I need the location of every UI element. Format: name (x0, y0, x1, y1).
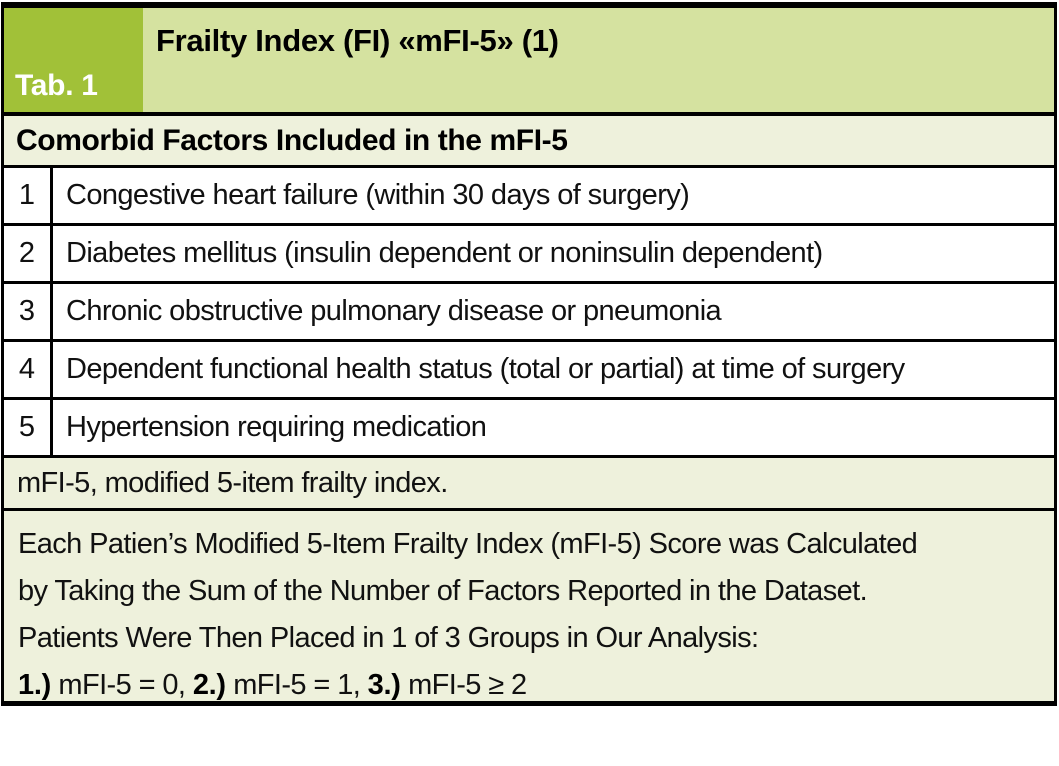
group-2-text: mFI-5 = 1, (225, 669, 368, 701)
method-note-line: Patients Were Then Placed in 1 of 3 Grou… (18, 622, 759, 654)
row-text: Chronic obstructive pulmonary disease or… (66, 295, 722, 327)
table-title-box: Frailty Index (FI) «mFI-5» (1) (143, 8, 1054, 112)
group-3-label: 3.) (367, 669, 401, 701)
table-row: 5 Hypertension requiring medication (4, 400, 1054, 458)
table-row: 3 Chronic obstructive pulmonary disease … (4, 284, 1054, 342)
row-number: 4 (4, 342, 53, 397)
method-note-line: Each Patien’s Modified 5-Item Frailty In… (18, 528, 918, 560)
group-3-text: mFI-5 ≥ 2 (400, 669, 527, 701)
row-text: Congestive heart failure (within 30 days… (66, 179, 690, 211)
tab-number-box: Tab. 1 (4, 8, 143, 112)
frailty-index-table: Tab. 1 Frailty Index (FI) «mFI-5» (1) Co… (1, 2, 1057, 706)
group-1-text: mFI-5 = 0, (50, 669, 193, 701)
row-number: 2 (4, 226, 53, 281)
table-header-band: Tab. 1 Frailty Index (FI) «mFI-5» (1) (4, 8, 1054, 116)
abbreviation-note-text: mFI-5, modified 5-item frailty index. (17, 466, 448, 499)
table-row: 2 Diabetes mellitus (insulin dependent o… (4, 226, 1054, 284)
method-note: Each Patien’s Modified 5-Item Frailty In… (4, 511, 1054, 701)
group-2-label: 2.) (192, 669, 226, 701)
row-text: Diabetes mellitus (insulin dependent or … (66, 237, 823, 269)
method-note-groups-line: 1.) mFI-5 = 0, 2.) mFI-5 = 1, 3.) mFI-5 … (18, 662, 1044, 709)
group-1-label: 1.) (18, 669, 51, 701)
row-number: 5 (4, 400, 53, 455)
table-row: 1 Congestive heart failure (within 30 da… (4, 168, 1054, 226)
section-header: Comorbid Factors Included in the mFI-5 (4, 116, 1054, 168)
table-row: 4 Dependent functional health status (to… (4, 342, 1054, 400)
tab-label: Tab. 1 (15, 69, 98, 102)
row-number: 1 (4, 168, 53, 223)
row-text: Hypertension requiring medication (66, 411, 487, 443)
abbreviation-note: mFI-5, modified 5-item frailty index. (4, 458, 1054, 511)
row-text: Dependent functional health status (tota… (66, 353, 905, 385)
row-number: 3 (4, 284, 53, 339)
table-title: Frailty Index (FI) «mFI-5» (1) (156, 23, 559, 58)
method-note-line: by Taking the Sum of the Number of Facto… (18, 575, 868, 607)
section-header-label: Comorbid Factors Included in the mFI-5 (16, 123, 568, 157)
